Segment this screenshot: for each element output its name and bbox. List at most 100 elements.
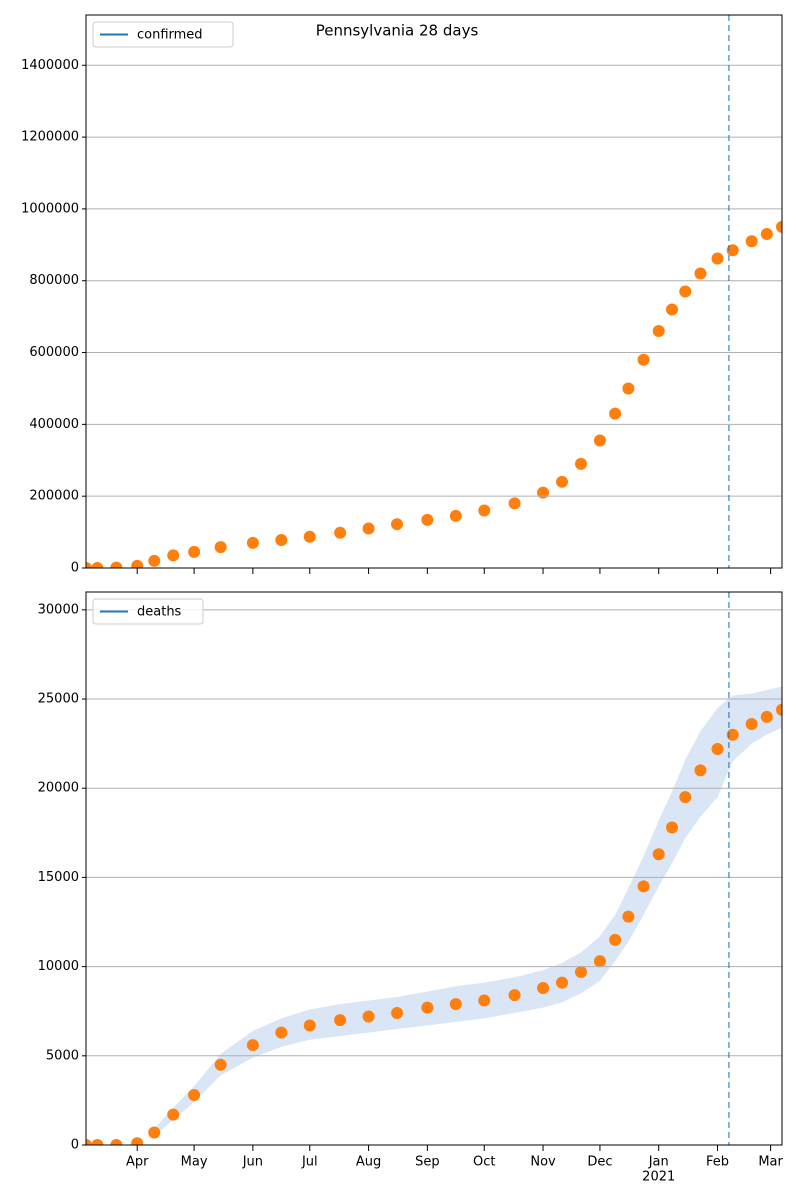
data-point [694,267,707,280]
data-point [760,228,773,241]
y-tick-label: 1000000 [21,201,79,216]
legend-box [92,21,234,48]
data-point [609,933,622,946]
data-point [745,718,758,731]
data-point [275,1026,288,1039]
data-point [421,1001,434,1014]
data-point [110,1139,123,1145]
x-tick-label: May [181,1155,208,1170]
axes-frame [85,14,783,569]
data-point [91,1139,104,1145]
data-point [214,1058,227,1071]
data-point [478,994,491,1007]
data-point [421,513,434,526]
data-point [574,965,587,978]
data-point [86,1139,92,1145]
y-tick-label: 10000 [38,959,79,974]
data-point [246,536,259,549]
y-tick-label: 1400000 [21,58,79,73]
x-tick-label: Feb [706,1155,729,1170]
data-point [609,407,622,420]
data-point [478,504,491,517]
data-point [362,522,375,535]
y-tick-label: 1200000 [21,130,79,145]
data-point [556,475,569,488]
x-tick-label: Dec [587,1155,612,1170]
data-point [666,821,679,834]
data-point [537,486,550,499]
data-point [537,982,550,995]
legend-box [92,598,204,625]
data-point [148,1126,161,1139]
data-point [637,880,650,893]
x-tick-label: Jan [648,1155,669,1170]
y-tick-label: 20000 [38,781,79,796]
data-point [131,559,144,568]
data-point [110,561,123,568]
data-point [776,703,782,716]
data-point [556,976,569,989]
data-point [275,533,288,546]
data-point [694,764,707,777]
data-point [131,1137,144,1145]
data-point [726,244,739,257]
data-point [391,1006,404,1019]
data-point [246,1039,259,1052]
y-tick-label: 15000 [38,870,79,885]
y-tick-label: 25000 [38,692,79,707]
data-point [679,285,692,298]
data-point [760,710,773,723]
data-point [148,554,161,567]
legend-label: confirmed [137,28,203,43]
data-point [652,325,665,337]
plot-area [86,220,782,568]
x-tick-label: Sep [415,1155,440,1170]
data-point [188,545,201,558]
chart-title: Pennsylvania 28 days [316,22,479,40]
x-tick-label: Apr [126,1155,149,1170]
data-point [334,526,347,539]
data-point [666,303,679,316]
y-tick-label: 400000 [29,417,79,432]
data-point [745,235,758,248]
data-point [593,434,606,447]
data-point [362,1010,375,1023]
y-tick-label: 0 [71,1138,79,1153]
data-point [622,382,635,395]
x-tick-label: Nov [530,1155,556,1170]
data-point [449,509,462,522]
y-tick-label: 200000 [29,489,79,504]
legend-label: deaths [137,605,182,620]
data-point [91,562,104,568]
data-point [188,1089,201,1102]
data-point [214,541,227,554]
data-point [593,955,606,968]
x-tick-label: Oct [473,1155,495,1170]
y-tick-label: 600000 [29,345,79,360]
x-year-label: 2021 [642,1170,675,1185]
x-tick-label: Aug [356,1155,381,1170]
data-point [726,728,739,741]
y-tick-label: 0 [71,561,79,576]
y-tick-label: 800000 [29,273,79,288]
data-point [679,791,692,804]
x-tick-label: Mar [758,1155,783,1170]
data-point [334,1014,347,1027]
plot-area [86,686,782,1145]
axes-frame [85,591,783,1146]
data-point [508,989,521,1002]
data-point [167,1108,180,1121]
data-point [303,1019,316,1032]
data-point [711,252,724,265]
y-tick-label: 5000 [46,1048,79,1063]
data-point [776,220,782,233]
data-point [652,848,665,861]
data-point [711,742,724,755]
data-point [167,549,180,562]
x-tick-label: Jun [242,1155,263,1170]
data-point [449,998,462,1011]
data-point [508,497,521,510]
data-point [637,353,650,366]
data-point [391,518,404,531]
